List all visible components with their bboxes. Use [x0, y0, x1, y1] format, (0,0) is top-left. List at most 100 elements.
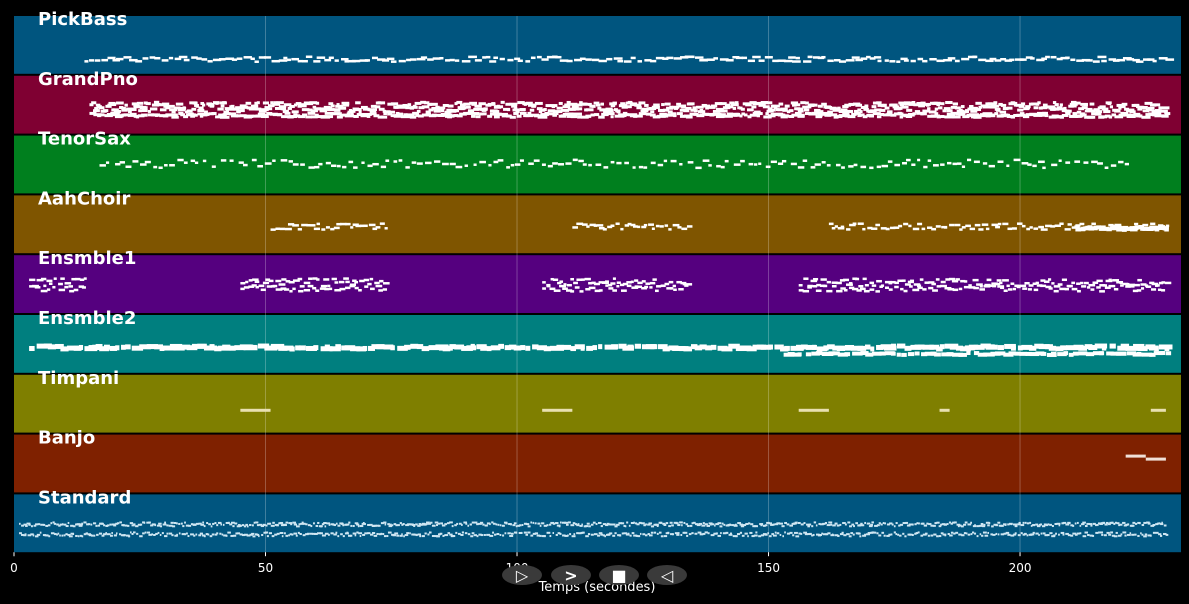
note [263, 523, 266, 526]
note [293, 103, 298, 107]
note [79, 278, 85, 282]
play-button[interactable]: ▷ [502, 565, 542, 585]
note [169, 108, 177, 112]
note [1019, 284, 1027, 288]
note [248, 107, 257, 111]
note [1109, 521, 1114, 524]
note [880, 227, 887, 230]
stop-button[interactable]: ■ [599, 565, 639, 585]
note [274, 344, 281, 350]
note [846, 109, 853, 113]
note [230, 104, 235, 108]
note [129, 531, 132, 534]
note [686, 534, 689, 537]
note [295, 102, 302, 106]
note [364, 523, 366, 526]
note [451, 525, 454, 528]
note [895, 533, 898, 536]
note [159, 346, 165, 352]
note [507, 58, 514, 62]
note [667, 110, 673, 114]
note [662, 522, 666, 525]
note [585, 525, 589, 528]
note [539, 524, 542, 527]
note [694, 345, 703, 351]
note [706, 105, 711, 109]
note [42, 534, 46, 537]
note [433, 109, 441, 113]
note [917, 222, 923, 226]
note [578, 532, 582, 535]
note [724, 114, 733, 118]
note [825, 533, 829, 536]
note [670, 533, 673, 536]
fast-forward-button[interactable]: > [551, 565, 591, 585]
note [552, 113, 557, 117]
note [991, 223, 999, 227]
note [386, 57, 395, 61]
track-lane-pickbass [14, 16, 1181, 74]
note [489, 534, 494, 537]
note [754, 163, 758, 166]
note [34, 286, 41, 289]
note [97, 114, 102, 118]
note [1132, 289, 1139, 293]
note [171, 115, 179, 119]
note [819, 523, 824, 526]
note [571, 535, 576, 538]
note [367, 532, 371, 535]
note [883, 345, 897, 351]
note [1011, 227, 1017, 230]
note [179, 344, 191, 350]
note [1132, 58, 1140, 62]
note [252, 535, 256, 538]
note [1054, 103, 1059, 107]
note [1029, 112, 1038, 116]
note [846, 533, 850, 536]
note [797, 166, 805, 169]
note [251, 158, 257, 162]
note [1059, 287, 1066, 291]
note [956, 162, 962, 165]
note [607, 225, 613, 229]
note [264, 162, 272, 165]
note [876, 115, 882, 119]
note [161, 102, 170, 106]
note [866, 522, 871, 525]
note [855, 58, 863, 62]
note [1137, 521, 1141, 524]
note [1072, 532, 1077, 535]
note [1050, 225, 1056, 228]
note [940, 532, 944, 535]
note [908, 523, 912, 526]
note [694, 56, 704, 59]
note [620, 227, 624, 231]
note [451, 114, 455, 118]
note [330, 532, 334, 535]
note [20, 533, 24, 536]
note [297, 277, 303, 281]
note [281, 345, 294, 351]
note [441, 524, 446, 527]
note [885, 227, 890, 231]
note [790, 162, 797, 166]
note [1043, 523, 1047, 526]
note [859, 287, 866, 291]
note [988, 164, 995, 168]
note [142, 521, 145, 524]
note [879, 351, 886, 356]
note [310, 525, 313, 528]
note [1161, 289, 1166, 292]
note [875, 290, 880, 293]
note [50, 532, 55, 535]
note [502, 534, 505, 537]
note [418, 523, 422, 526]
note [950, 522, 953, 525]
note [805, 352, 812, 357]
note [121, 344, 126, 350]
note [115, 101, 124, 105]
note [25, 524, 28, 527]
rewind-button[interactable]: ◁ [647, 565, 687, 585]
note [930, 534, 934, 537]
note [283, 56, 288, 60]
